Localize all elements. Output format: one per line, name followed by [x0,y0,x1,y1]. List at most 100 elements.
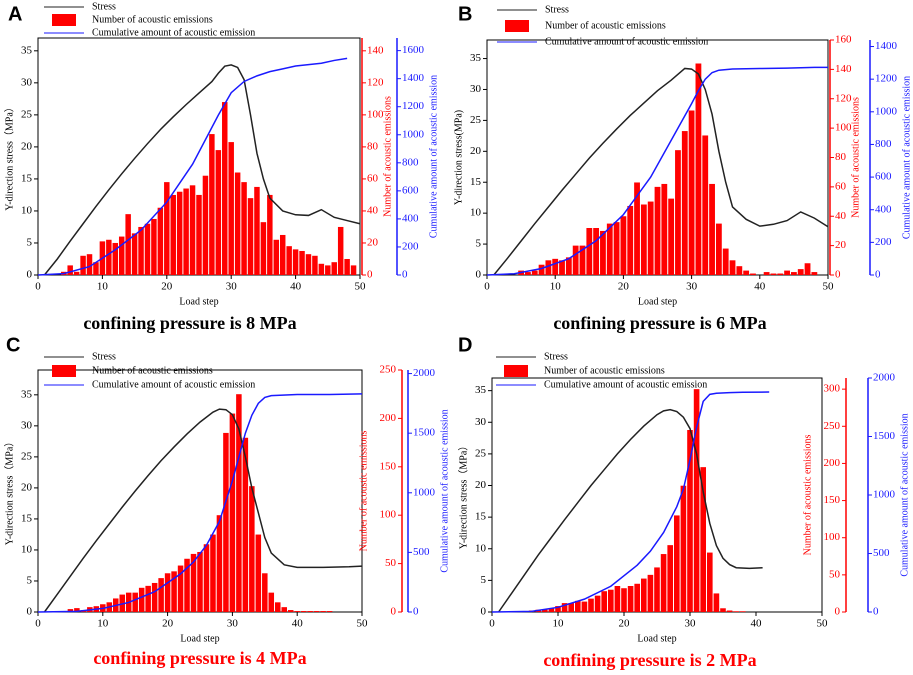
bar [715,223,722,275]
bar [177,565,184,612]
bar [574,600,581,612]
x-tick-label: 50 [355,281,367,293]
y3-tick-label: 800 [402,156,419,168]
bar [254,186,260,275]
y-tick-label: 10 [470,207,482,219]
y2-tick-label: 120 [367,76,384,88]
y2-tick-label: 0 [835,269,841,281]
x-tick-label: 30 [226,281,238,293]
x-axis-label: Load step [179,296,218,307]
bar [586,228,593,275]
bar [667,545,674,612]
bar [67,609,74,612]
bar [210,534,216,612]
bar [673,515,680,612]
y2-tick-label: 100 [380,509,397,521]
bar [660,554,667,612]
bar [654,186,661,275]
bar [661,183,668,275]
bar [241,182,247,275]
bar [138,226,144,275]
y3-tick-label: 1500 [873,430,896,442]
bar [331,262,337,275]
y2-tick-label: 50 [829,568,841,580]
bar [594,595,601,612]
legend-label: Cumulative amount of acoustic emission [92,27,255,38]
bar [299,250,305,275]
legend-swatch [52,365,76,377]
bar [67,265,73,275]
y2-tick-label: 100 [367,108,384,120]
y-tick-label: 20 [470,145,482,157]
bar [262,573,268,612]
y3-tick-label: 0 [402,269,408,281]
y-tick-label: 30 [475,416,487,428]
bar [726,610,733,612]
x-tick-label: 30 [685,618,697,630]
x-tick-label: 20 [619,618,631,630]
bar [164,573,171,612]
bar [337,226,344,275]
y2-axis-label: Number of acoustic emissions [382,96,393,217]
legend-label: Number of acoustic emissions [92,365,213,376]
bar [138,587,145,612]
bar [307,611,313,612]
line [43,408,363,613]
panel-label: A [8,3,22,25]
bar [620,216,627,275]
y-tick-label: 15 [21,512,33,524]
bar [627,586,634,612]
bar [228,142,234,275]
y3-tick-label: 1400 [402,72,425,84]
bar [344,258,350,275]
bar [73,271,80,275]
y-tick-label: 30 [470,83,482,95]
legend-swatch [505,20,529,32]
y3-tick-label: 200 [875,236,892,248]
bar [222,102,228,276]
x-tick-label: 0 [35,281,41,293]
bar [292,249,299,275]
y3-tick-label: 1200 [402,100,425,112]
y-tick-label: 0 [476,269,482,281]
bar [640,204,647,275]
bar [80,255,86,275]
bar [275,602,281,612]
bar [112,242,119,275]
bar [600,230,606,275]
y3-tick-label: 2000 [873,372,896,384]
y2-tick-label: 250 [824,420,841,432]
bar [687,430,693,612]
bar [621,588,627,612]
x-tick-label: 50 [823,281,835,293]
bar [325,265,331,275]
y-tick-label: 10 [21,543,33,555]
y3-tick-label: 400 [402,212,419,224]
y3-tick-label: 1200 [875,73,898,85]
legend-label: Cumulative amount of acoustic emission [92,379,255,390]
bar [151,218,157,275]
y2-tick-label: 60 [367,172,379,184]
bar [552,258,559,275]
bar [713,593,720,612]
x-tick-label: 40 [292,618,304,630]
line [493,67,829,276]
line [43,64,361,276]
y3-tick-label: 1000 [873,489,896,501]
y2-tick-label: 40 [835,210,847,222]
y-tick-label: 5 [481,574,487,586]
panel-label: B [458,3,472,25]
y2-tick-label: 80 [835,151,847,163]
y3-tick-label: 800 [875,138,892,150]
bar [702,135,709,275]
bar [647,201,654,275]
bar [700,467,707,612]
bar [559,260,565,275]
x-tick-label: 10 [550,281,562,293]
legend-swatch [52,14,76,26]
bar [247,198,254,275]
bar [568,603,575,612]
y-tick-label: 20 [21,140,33,152]
y3-tick-label: 500 [873,547,890,559]
